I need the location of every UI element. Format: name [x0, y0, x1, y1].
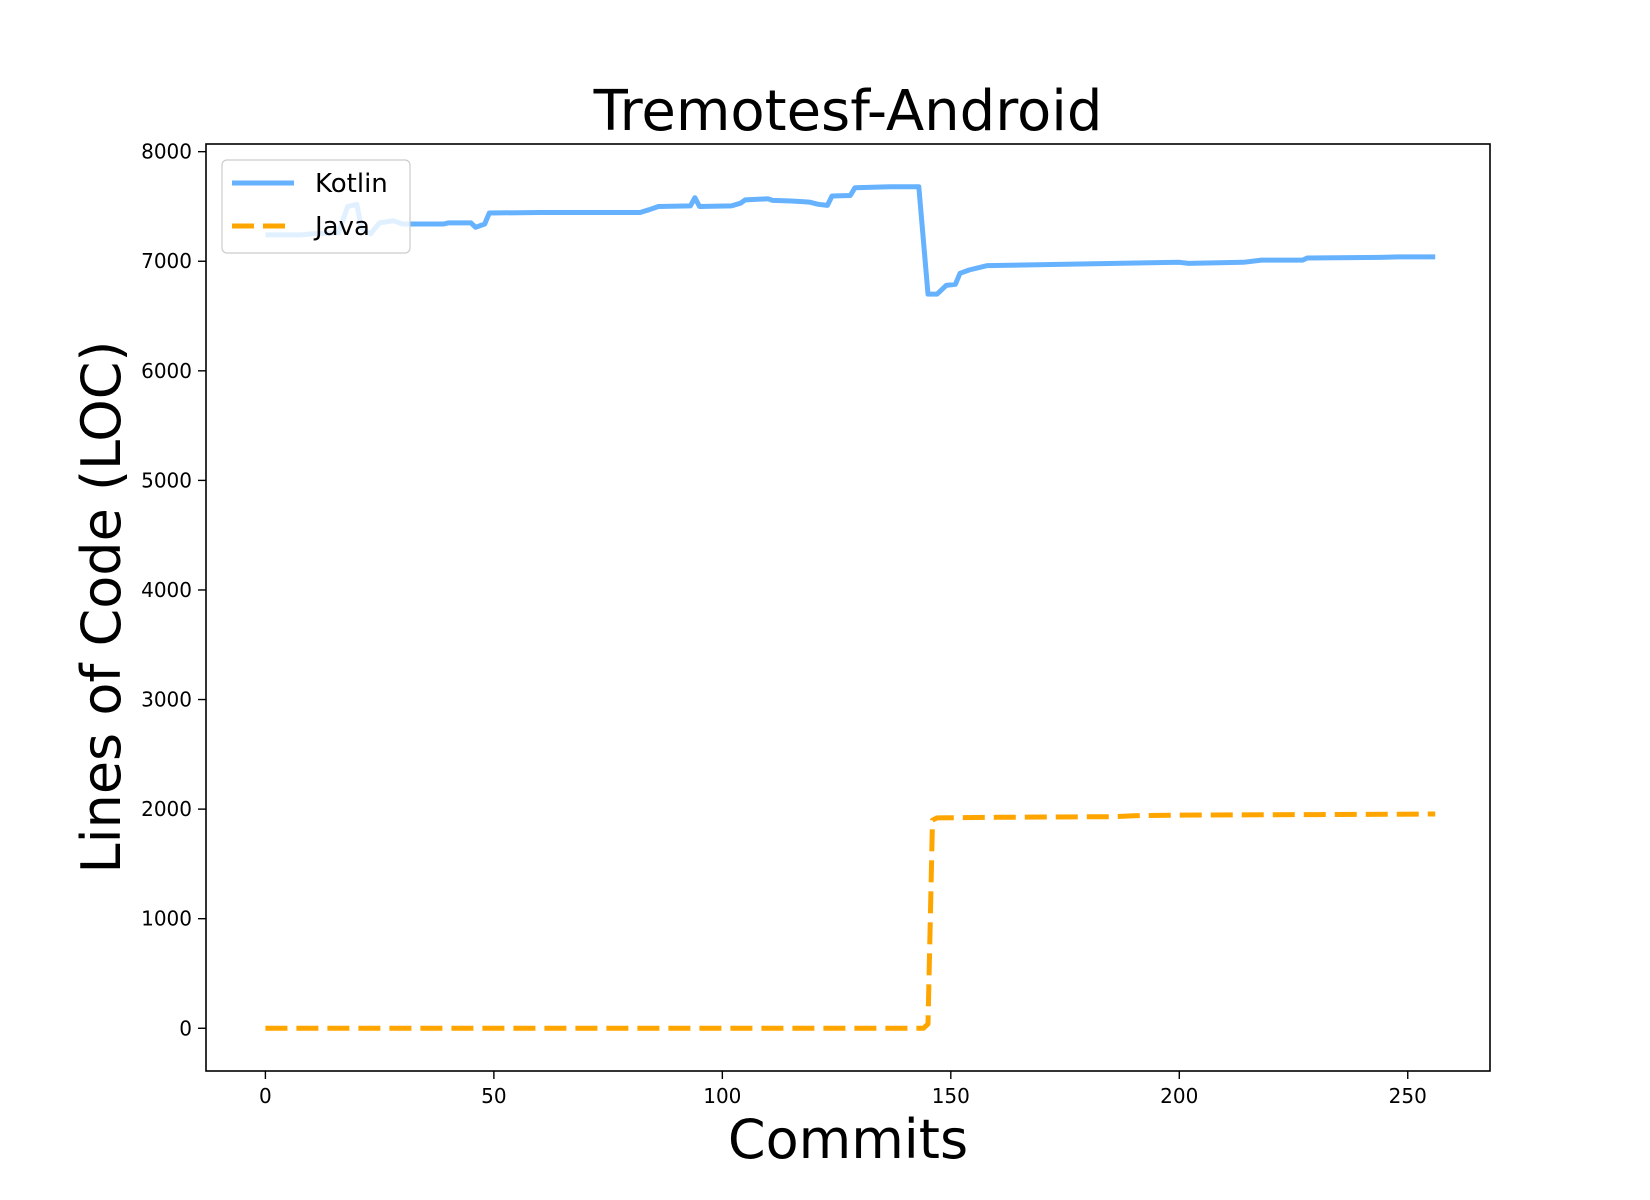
y-tick-label: 3000 — [141, 688, 192, 712]
y-axis-title: Lines of Code (LOC) — [70, 341, 133, 874]
y-tick-label: 8000 — [141, 140, 192, 164]
series-line-kotlin — [265, 184, 1436, 297]
x-axis: 0 50 100 150 200 250 — [259, 1071, 1427, 1108]
legend-label-java: Java — [313, 212, 370, 242]
y-axis: 0 1000 2000 3000 4000 5000 6000 7000 8000 — [141, 140, 206, 1040]
legend: Kotlin Java — [221, 159, 411, 254]
y-tick-label: 4000 — [141, 578, 192, 602]
x-axis-title: Commits — [728, 1108, 968, 1171]
chart-title: Tremotesf-Android — [593, 79, 1103, 144]
y-tick-label: 0 — [179, 1016, 192, 1040]
y-tick-label: 1000 — [141, 907, 192, 931]
x-tick-label: 150 — [932, 1084, 970, 1108]
x-tick-label: 50 — [481, 1084, 506, 1108]
legend-label-kotlin: Kotlin — [315, 169, 388, 199]
x-tick-label: 200 — [1160, 1084, 1198, 1108]
x-tick-label: 0 — [259, 1084, 272, 1108]
y-tick-label: 6000 — [141, 359, 192, 383]
y-tick-label: 2000 — [141, 797, 192, 821]
plot-lines — [265, 184, 1436, 1031]
y-tick-label: 7000 — [141, 249, 192, 273]
series-line-java — [265, 811, 1436, 1031]
x-tick-label: 250 — [1389, 1084, 1427, 1108]
y-tick-label: 5000 — [141, 468, 192, 492]
x-tick-label: 100 — [703, 1084, 741, 1108]
plot-frame — [205, 143, 1491, 1072]
